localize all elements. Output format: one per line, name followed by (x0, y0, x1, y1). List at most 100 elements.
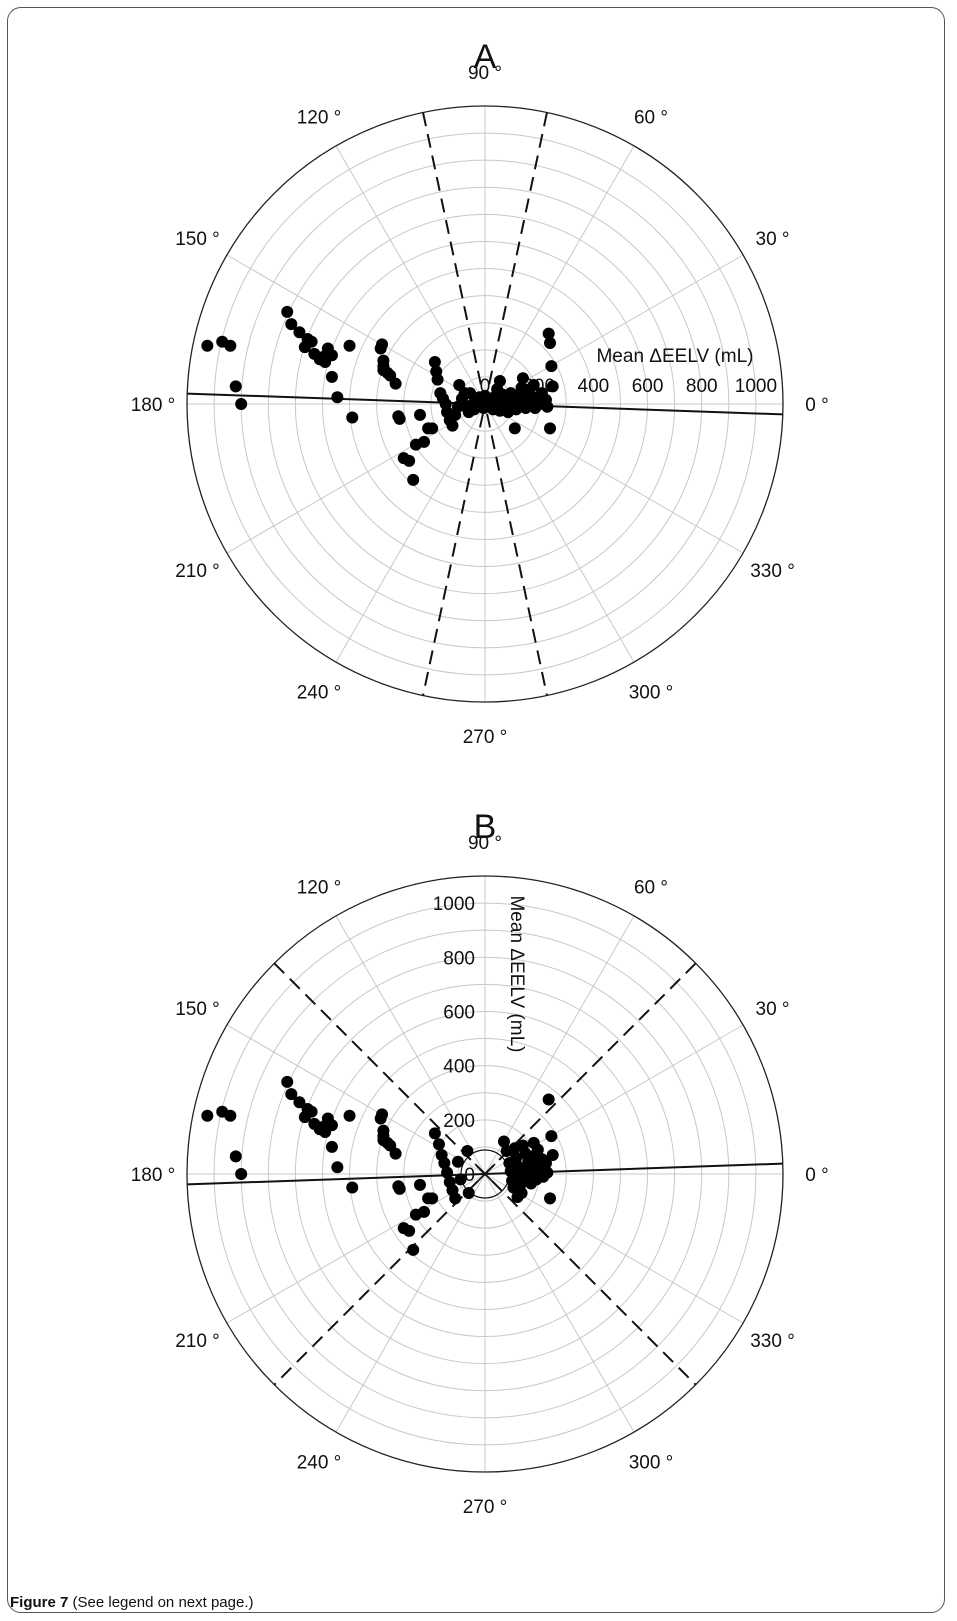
data-point (426, 1192, 439, 1205)
data-point (539, 1157, 552, 1170)
angle-tick-label: 90 ° (468, 833, 502, 854)
data-point (544, 1192, 557, 1205)
angle-tick-label: 90 ° (468, 63, 502, 84)
radial-axis-label: Mean ΔEELV (mL) (596, 346, 753, 367)
angle-tick-label: 180 ° (131, 1165, 176, 1186)
grid-spoke (226, 254, 486, 405)
data-point (281, 1075, 294, 1088)
radial-tick-label: 400 (578, 376, 610, 397)
data-point (438, 1157, 451, 1170)
grid-spoke (226, 1173, 486, 1324)
figure-caption: Figure 7 (See legend on next page.) (10, 1594, 254, 1611)
data-point (541, 1166, 554, 1179)
grid-spoke (335, 145, 486, 405)
angle-tick-label: 300 ° (629, 683, 674, 704)
data-point (201, 1109, 214, 1122)
angle-tick-label: 60 ° (634, 107, 668, 128)
radial-tick-label: 800 (443, 948, 475, 969)
data-point (508, 422, 521, 435)
angle-tick-label: 150 ° (175, 229, 220, 250)
data-point (374, 1112, 387, 1125)
data-point (544, 337, 557, 350)
data-point (497, 1135, 510, 1148)
angle-tick-label: 240 ° (297, 683, 342, 704)
grid-spoke (484, 403, 744, 554)
data-point (545, 360, 558, 373)
radial-tick-label: 200 (443, 1111, 475, 1132)
caption-text: (See legend on next page.) (72, 1594, 254, 1611)
angle-tick-label: 270 ° (463, 1497, 508, 1518)
angle-tick-label: 210 ° (175, 561, 220, 582)
data-point (449, 1192, 462, 1205)
data-point (224, 1109, 237, 1122)
grid-spoke (335, 915, 486, 1175)
data-point (343, 339, 356, 352)
angle-tick-label: 0 ° (805, 395, 828, 416)
radial-tick-label: 1000 (735, 376, 777, 397)
caption-label: Figure 7 (10, 1594, 69, 1611)
angle-tick-label: 330 ° (750, 1331, 795, 1352)
data-point (451, 1155, 464, 1168)
data-point (224, 339, 237, 352)
angle-tick-label: 240 ° (297, 1453, 342, 1474)
data-point (441, 1166, 454, 1179)
angle-tick-label: 180 ° (131, 395, 176, 416)
panel-title: A (474, 38, 497, 76)
data-point (281, 305, 294, 318)
data-point (527, 379, 540, 392)
grid-spoke (484, 403, 635, 663)
angle-tick-label: 210 ° (175, 1331, 220, 1352)
data-point (403, 1224, 416, 1237)
figure-frame (7, 7, 945, 1613)
angle-tick-label: 270 ° (463, 727, 508, 748)
data-point (325, 1140, 338, 1153)
grid-spoke (484, 915, 635, 1175)
data-point (461, 1144, 474, 1157)
data-point (331, 1161, 344, 1174)
data-point (413, 1178, 426, 1191)
data-point (293, 1096, 306, 1109)
radial-tick-label: 600 (443, 1002, 475, 1023)
angle-tick-label: 330 ° (750, 561, 795, 582)
data-point (418, 435, 431, 448)
data-point (305, 1105, 318, 1118)
data-point (389, 1147, 402, 1160)
polar-chart-a: A 0 ° 30 ° 60 ° 90 ° 120 ° 150 ° 180 ° 210 ° 240 … (131, 38, 829, 748)
data-point (325, 349, 338, 362)
grid-spoke (335, 403, 486, 663)
angle-tick-label: 120 ° (297, 877, 342, 898)
angle-tick-label: 300 ° (629, 1453, 674, 1474)
grid-spoke (226, 403, 486, 554)
data-point (544, 422, 557, 435)
radial-axis-label: Mean ΔEELV (mL) (506, 895, 527, 1052)
data-point (229, 380, 242, 393)
radial-tick-label: 400 (443, 1057, 475, 1078)
outer-circle (186, 875, 784, 1473)
data-point (293, 326, 306, 339)
angle-tick-label: 60 ° (634, 877, 668, 898)
data-point (428, 1127, 441, 1140)
data-point (343, 1109, 356, 1122)
radial-tick-label: 1000 (433, 894, 475, 915)
angle-tick-label: 150 ° (175, 999, 220, 1020)
data-point (454, 1173, 467, 1186)
data-point (305, 335, 318, 348)
data-point (407, 473, 420, 486)
center-cross (474, 1163, 496, 1185)
data-point (331, 391, 344, 404)
radial-tick-label: 0 (480, 376, 491, 397)
data-point (413, 408, 426, 421)
radial-tick-label: 800 (686, 376, 718, 397)
data-point (346, 1181, 359, 1194)
data-point (346, 411, 359, 424)
data-point (491, 383, 504, 396)
angle-tick-label: 0 ° (805, 1165, 828, 1186)
angle-tick-label: 120 ° (297, 107, 342, 128)
data-point (531, 1143, 544, 1156)
data-point (546, 380, 559, 393)
data-point (542, 327, 555, 340)
data-point (541, 400, 554, 413)
data-point (201, 339, 214, 352)
polar-chart-b: B 0 ° 30 ° 60 ° 90 ° 120 ° 150 ° 180 ° 210 ° 240 … (131, 808, 829, 1518)
